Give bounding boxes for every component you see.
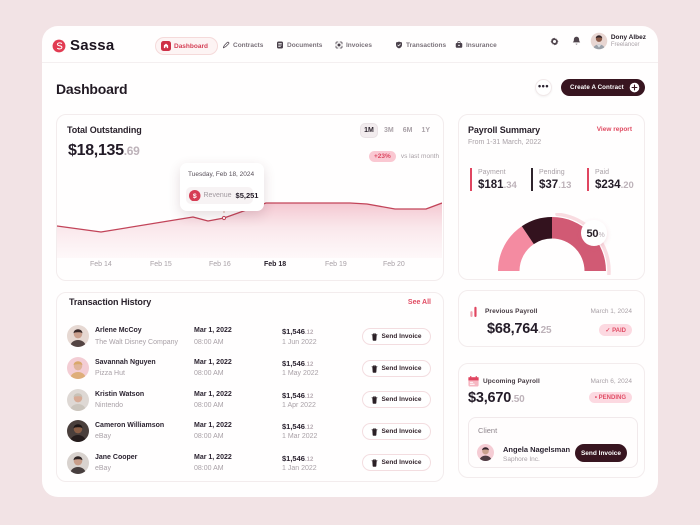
svg-text:$: $ — [193, 193, 197, 200]
svg-text:%: % — [599, 232, 605, 239]
svg-text:50: 50 — [587, 228, 599, 240]
